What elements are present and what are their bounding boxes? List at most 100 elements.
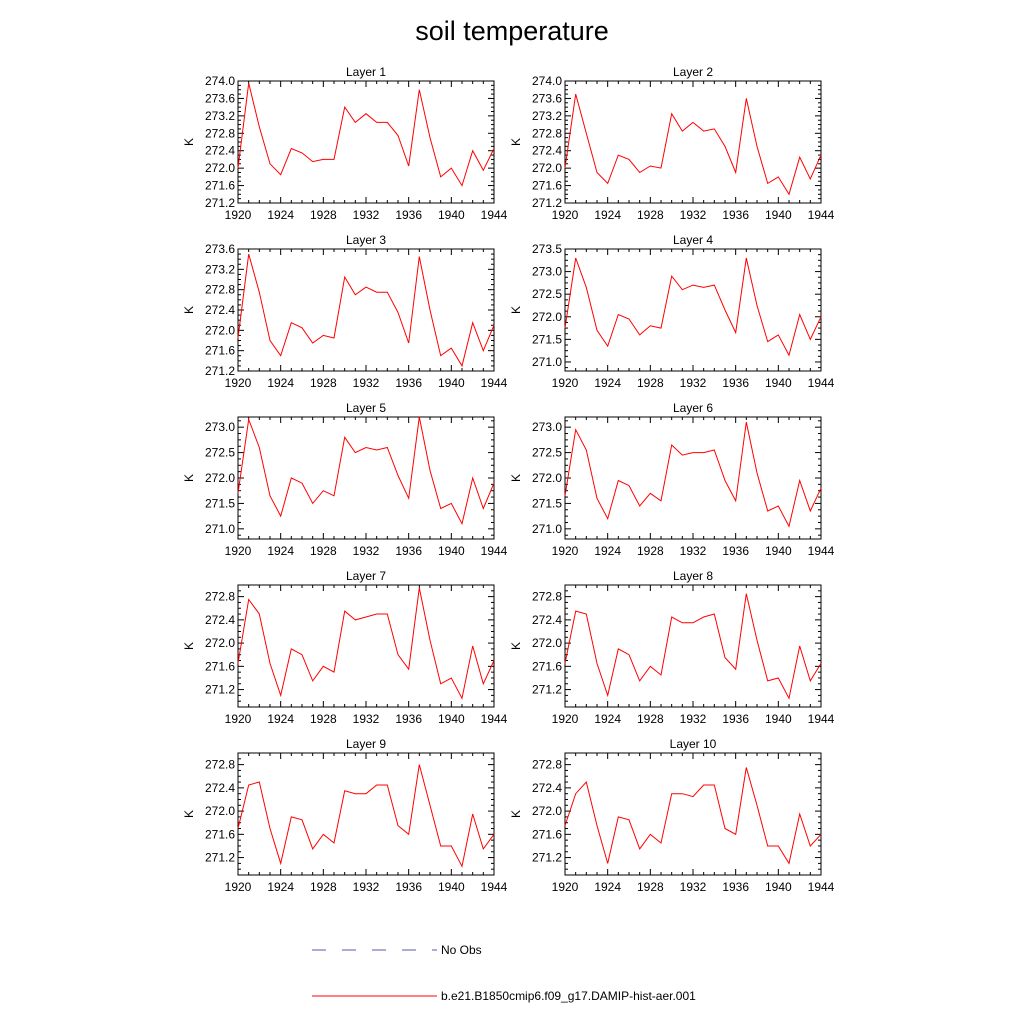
x-tick-label: 1920 (225, 544, 252, 558)
plot-frame (237, 248, 495, 372)
panel-layer-9: Layer 9 1920 1924 1928 1932 1936 1940 1944 271.2… (182, 737, 508, 894)
x-tick-label: 1932 (680, 544, 707, 558)
y-tick-label: 273.6 (532, 91, 562, 105)
x-tick-label: 1936 (722, 880, 749, 894)
x-tick-label: 1924 (594, 376, 621, 390)
x-tick-label: 1940 (438, 208, 465, 222)
y-axis-label: K (509, 642, 523, 650)
x-tick-label: 1940 (438, 544, 465, 558)
series-line-model (237, 587, 495, 700)
y-tick-label: 271.2 (532, 683, 562, 697)
x-tick-label: 1928 (310, 208, 337, 222)
panel-layer-2: Layer 2 1920 1924 1928 1932 1936 1940 1944 271.2… (509, 65, 835, 222)
x-tick-label: 1936 (395, 880, 422, 894)
plot-frame (564, 248, 822, 372)
x-tick-label: 1924 (594, 544, 621, 558)
legend-obs-label: No Obs (441, 943, 482, 957)
y-axis-label: K (182, 642, 196, 650)
panel-title: Layer 7 (346, 569, 386, 583)
y-tick-label: 271.2 (205, 851, 235, 865)
x-tick-label: 1944 (481, 208, 508, 222)
y-axis-label: K (182, 474, 196, 482)
x-tick-label: 1944 (481, 880, 508, 894)
x-tick-label: 1944 (481, 544, 508, 558)
y-tick-label: 271.6 (205, 179, 235, 193)
x-tick-label: 1940 (438, 712, 465, 726)
x-tick-label: 1944 (808, 376, 835, 390)
y-tick-label: 274.0 (532, 74, 562, 88)
y-tick-label: 271.6 (205, 344, 235, 358)
panel-grid: Layer 1 1920 1924 1928 1932 1936 1940 1944 271.2… (182, 65, 835, 894)
x-tick-label: 1936 (395, 544, 422, 558)
y-tick-label: 272.0 (205, 636, 235, 650)
x-tick-label: 1932 (680, 880, 707, 894)
series-line-model (237, 83, 495, 187)
x-tick-label: 1944 (808, 544, 835, 558)
x-tick-label: 1924 (594, 712, 621, 726)
x-tick-label: 1928 (637, 712, 664, 726)
y-tick-label: 272.5 (205, 446, 235, 460)
y-tick-label: 271.2 (205, 196, 235, 210)
y-tick-label: 273.6 (205, 91, 235, 105)
y-tick-label: 271.5 (205, 496, 235, 510)
y-tick-label: 273.0 (205, 420, 235, 434)
y-tick-label: 272.0 (205, 161, 235, 175)
series-line-model (564, 421, 822, 528)
plot-frame (237, 416, 495, 540)
y-tick-label: 272.8 (532, 758, 562, 772)
x-tick-label: 1928 (637, 208, 664, 222)
y-axis-label: K (509, 138, 523, 146)
y-tick-label: 271.6 (532, 827, 562, 841)
y-tick-label: 272.0 (205, 804, 235, 818)
y-tick-label: 273.2 (532, 109, 562, 123)
x-tick-label: 1940 (765, 376, 792, 390)
panel-layer-8: Layer 8 1920 1924 1928 1932 1936 1940 1944 271.2… (509, 569, 835, 726)
y-tick-label: 272.4 (532, 613, 562, 627)
x-tick-label: 1944 (808, 208, 835, 222)
plot-frame (237, 80, 495, 204)
y-tick-label: 272.8 (205, 590, 235, 604)
x-tick-label: 1940 (438, 376, 465, 390)
x-tick-label: 1924 (267, 880, 294, 894)
x-tick-label: 1936 (722, 712, 749, 726)
y-tick-label: 271.0 (532, 522, 562, 536)
x-tick-label: 1932 (680, 208, 707, 222)
y-tick-label: 271.6 (532, 179, 562, 193)
y-tick-label: 272.4 (205, 781, 235, 795)
y-tick-label: 272.0 (205, 323, 235, 337)
x-tick-label: 1936 (395, 376, 422, 390)
x-tick-label: 1920 (225, 880, 252, 894)
panel-layer-5: Layer 5 1920 1924 1928 1932 1936 1940 1944 271.0… (182, 401, 508, 558)
x-tick-label: 1932 (353, 208, 380, 222)
series-line-model (237, 416, 495, 526)
y-tick-label: 272.4 (532, 144, 562, 158)
y-tick-label: 272.5 (532, 446, 562, 460)
y-tick-label: 272.8 (532, 590, 562, 604)
y-tick-label: 272.8 (532, 126, 562, 140)
x-tick-label: 1944 (481, 712, 508, 726)
y-axis-label: K (509, 474, 523, 482)
y-tick-label: 272.4 (205, 613, 235, 627)
y-axis-label: K (182, 810, 196, 818)
x-tick-label: 1940 (765, 880, 792, 894)
y-tick-label: 273.2 (205, 262, 235, 276)
x-tick-label: 1940 (765, 208, 792, 222)
x-tick-label: 1920 (552, 208, 579, 222)
y-tick-label: 272.8 (205, 126, 235, 140)
y-tick-label: 271.2 (532, 196, 562, 210)
y-axis-label: K (509, 810, 523, 818)
x-tick-label: 1936 (395, 712, 422, 726)
panel-layer-3: Layer 3 1920 1924 1928 1932 1936 1940 1944 271.2… (182, 233, 508, 390)
x-tick-label: 1928 (637, 880, 664, 894)
y-tick-label: 271.2 (532, 851, 562, 865)
series-line-model (564, 93, 822, 196)
x-tick-label: 1928 (310, 712, 337, 726)
series-line-model (237, 764, 495, 868)
y-tick-label: 273.2 (205, 109, 235, 123)
y-tick-label: 272.5 (532, 287, 562, 301)
x-tick-label: 1936 (722, 208, 749, 222)
panel-title: Layer 9 (346, 737, 386, 751)
x-tick-label: 1940 (765, 544, 792, 558)
x-tick-label: 1920 (552, 880, 579, 894)
